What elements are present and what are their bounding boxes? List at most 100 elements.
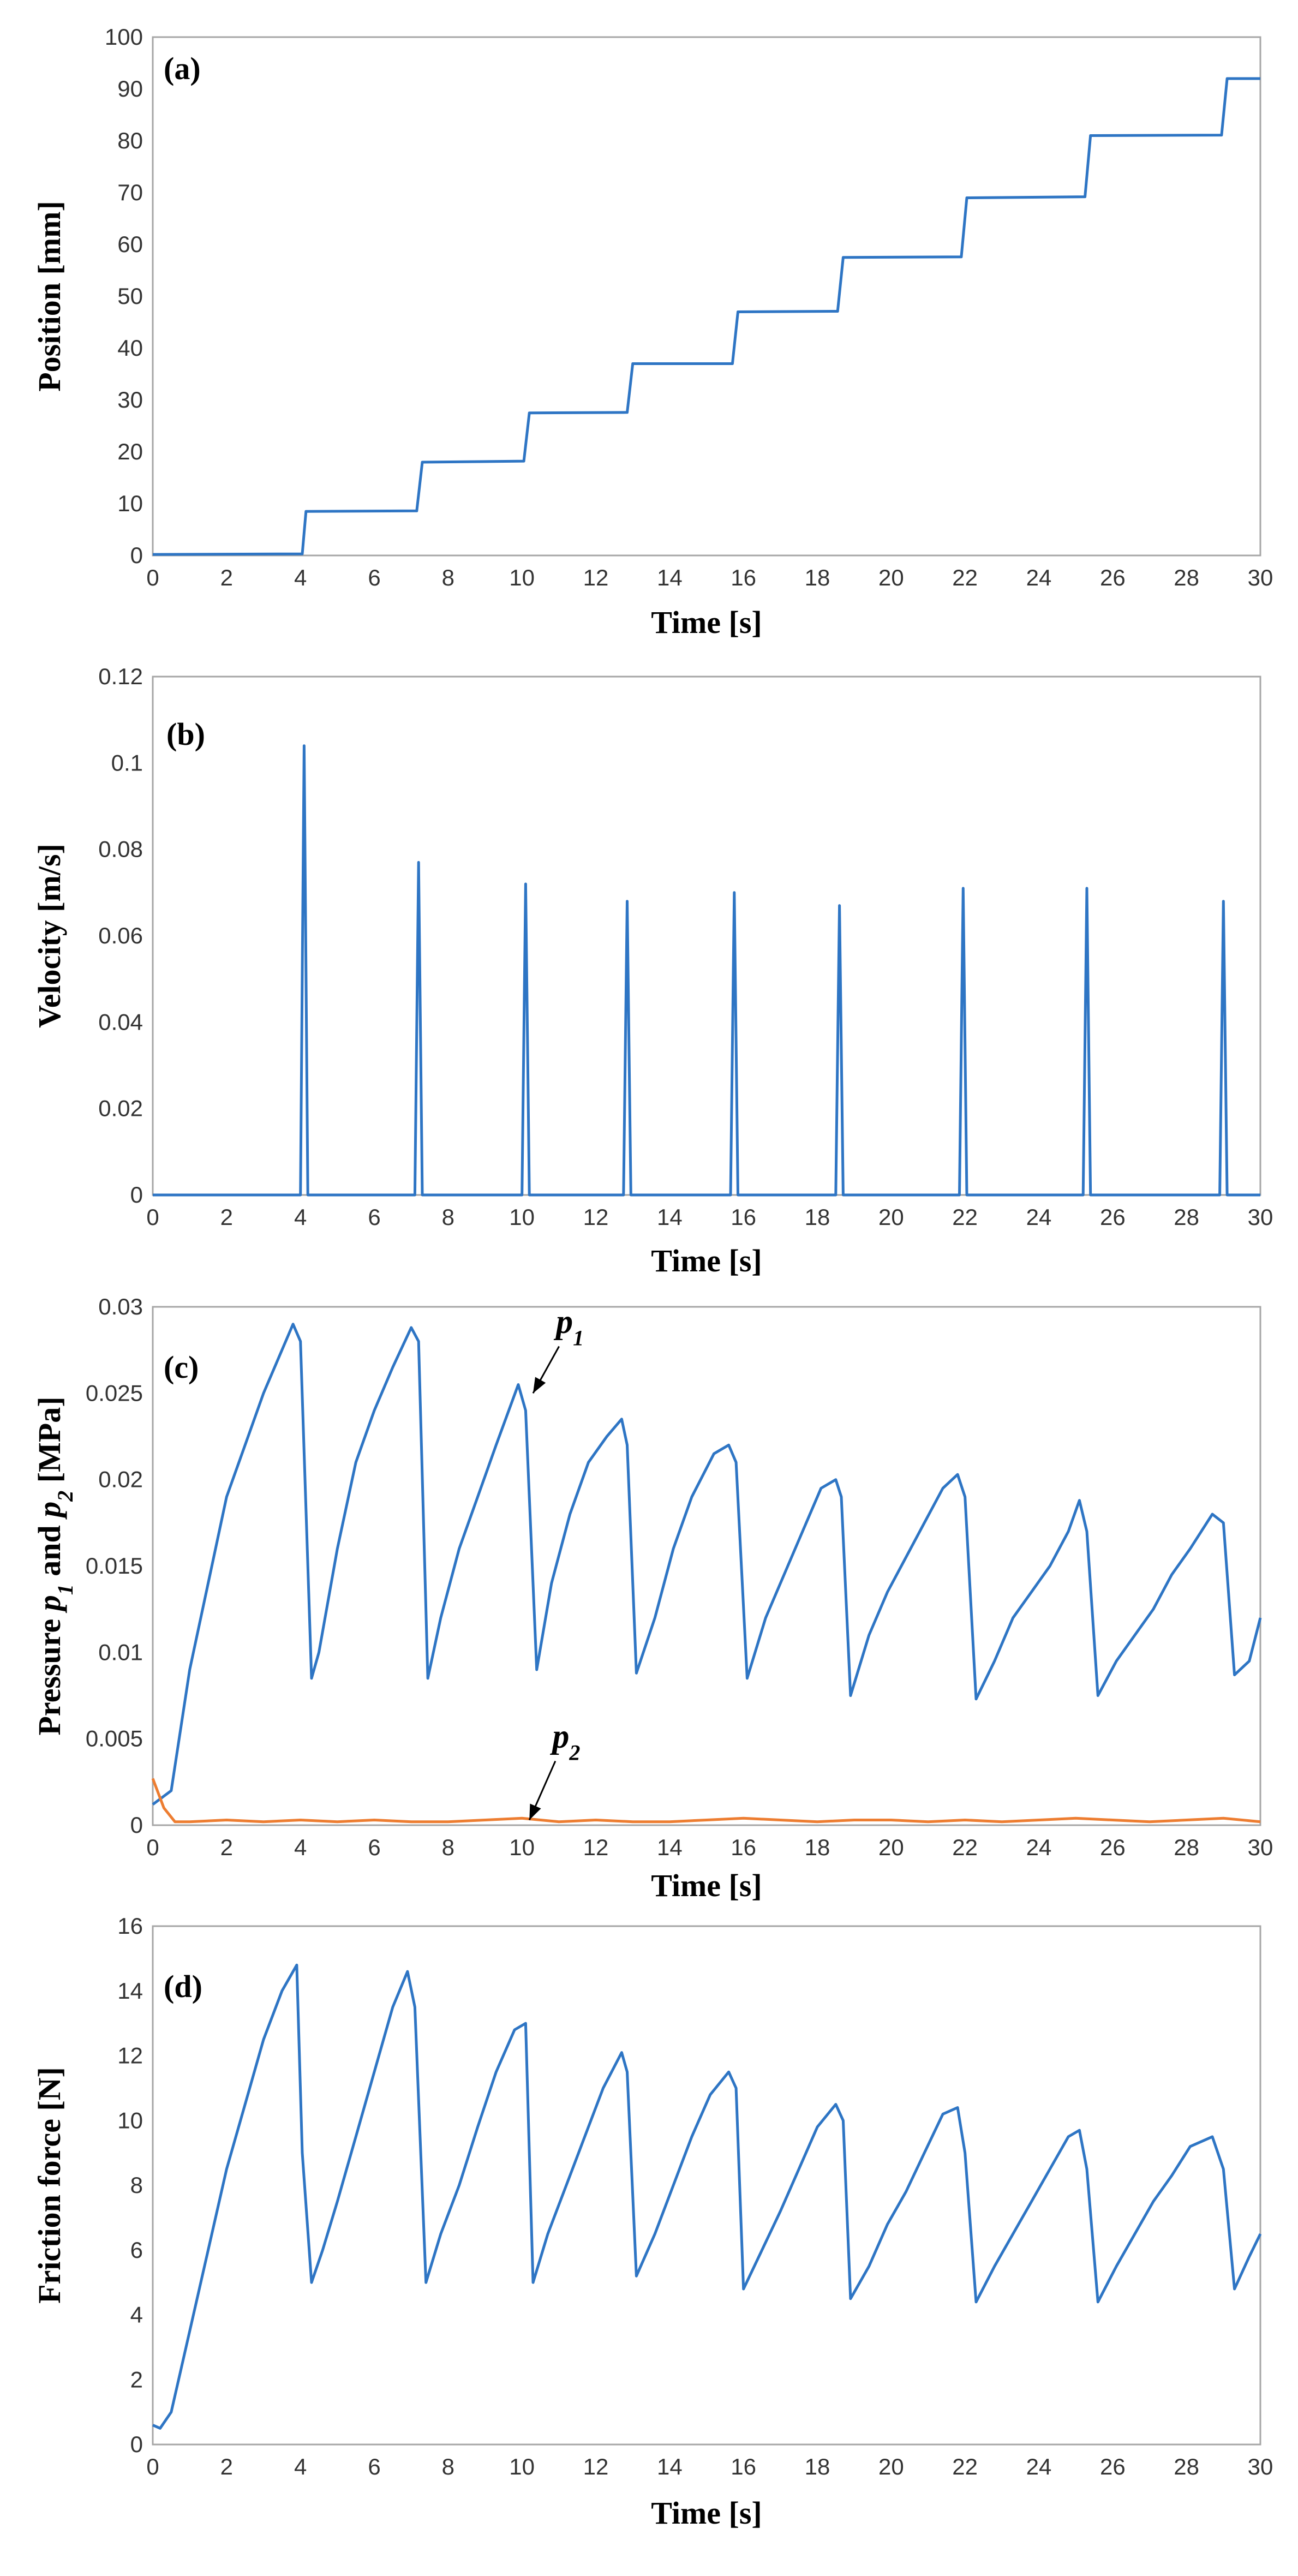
x-tick-labels: 0 2 4 6 8 10 12 14 16 18 20 22 24 26 28 30 [146,565,1273,590]
x-tick-label: 30 [1248,1204,1273,1230]
y-tick-label: 0.08 [98,836,143,862]
panel-label: (c) [164,1349,199,1385]
x-tick-label: 14 [657,1834,683,1860]
x-tick-label: 28 [1174,2454,1199,2479]
y-tick-label: 0.1 [111,750,143,775]
x-tick-label: 26 [1100,1834,1126,1860]
x-tick-label: 26 [1100,1204,1126,1230]
x-tick-labels: 0 2 4 6 8 10 12 14 16 18 20 22 24 26 28 30 [146,2454,1273,2479]
y-tick-label: 20 [117,439,143,464]
y-tick-label: 14 [117,1978,143,2004]
y-tick-labels: 0 10 20 30 40 50 60 70 80 90 100 [105,24,143,568]
x-tick-label: 18 [805,1204,830,1230]
x-axis-title: Time [s] [651,1243,762,1278]
x-tick-label: 4 [294,565,307,590]
x-tick-label: 10 [509,2454,535,2479]
x-tick-label: 10 [509,565,535,590]
plot-frame [152,676,1261,1196]
panel-label: (a) [164,51,201,86]
y-tick-label: 4 [130,2302,143,2328]
y-tick-label: 0 [130,2431,143,2457]
x-tick-label: 8 [442,2454,454,2479]
y-tick-label: 30 [117,387,143,413]
x-tick-label: 24 [1026,1834,1052,1860]
x-axis-title: Time [s] [651,605,762,640]
x-tick-label: 16 [731,565,756,590]
x-tick-label: 0 [146,1204,159,1230]
y-tick-label: 12 [117,2043,143,2069]
x-tick-label: 10 [509,1834,535,1860]
plot-frame [152,36,1261,557]
x-tick-label: 12 [583,2454,609,2479]
x-tick-label: 26 [1100,2454,1126,2479]
friction-force-line [152,1963,1262,2430]
x-tick-label: 6 [368,1204,380,1230]
x-tick-label: 16 [731,2454,756,2479]
y-tick-label: 0.12 [98,664,143,689]
x-tick-labels: 0 2 4 6 8 10 12 14 16 18 20 22 24 26 28 30 [146,1834,1273,1860]
x-tick-label: 14 [657,1204,683,1230]
x-tick-label: 16 [731,1834,756,1860]
y-title-p1-sub: 1 [53,1584,77,1595]
y-tick-label: 90 [117,76,143,101]
x-tick-label: 12 [583,1834,609,1860]
y-axis-title: Friction force [N] [32,2067,67,2304]
x-tick-label: 10 [509,1204,535,1230]
y-title-prefix: Pressure [32,1611,67,1735]
x-tick-label: 18 [805,565,830,590]
y-tick-label: 50 [117,283,143,309]
x-tick-label: 14 [657,2454,683,2479]
y-axis-title: Position [mm] [32,201,67,392]
y-tick-label: 10 [117,2107,143,2133]
y-tick-label: 0.04 [98,1009,143,1035]
x-axis-title: Time [s] [651,2495,762,2531]
x-tick-label: 4 [294,1834,307,1860]
y-tick-label: 0 [130,1182,143,1208]
y-tick-label: 0.015 [86,1553,143,1579]
y-axis-title: Pressure p1 and p2 [MPa] [32,1396,77,1735]
x-tick-label: 30 [1248,2454,1273,2479]
x-axis-title: Time [s] [651,1868,762,1903]
y-title-p2-sub: 2 [53,1491,77,1502]
x-tick-label: 14 [657,565,683,590]
x-tick-label: 26 [1100,565,1126,590]
x-tick-label: 18 [805,2454,830,2479]
y-tick-label: 8 [130,2172,143,2198]
x-tick-label: 12 [583,565,609,590]
plot-frame [152,1306,1261,1826]
y-tick-labels: 0 2 4 6 8 10 12 14 16 [117,1913,143,2457]
x-tick-label: 2 [220,2454,233,2479]
y-tick-label: 40 [117,335,143,361]
panel-b: 00.020.040.060.080.10.12 0 2 4 6 8 10 12 14 16 18… [32,664,1273,1278]
y-tick-label: 0.005 [86,1726,143,1752]
y-tick-label: 16 [117,1913,143,1939]
x-tick-label: 30 [1248,1834,1273,1860]
x-tick-label: 0 [146,1834,159,1860]
y-tick-label: 0.01 [98,1639,143,1665]
x-tick-label: 0 [146,2454,159,2479]
y-tick-label: 0 [130,1812,143,1838]
y-tick-labels: 0 0.005 0.01 0.015 0.02 0.025 0.03 [86,1294,143,1838]
y-title-p1: p [32,1595,67,1613]
y-tick-label: 0.02 [98,1467,143,1492]
x-tick-label: 6 [368,1834,380,1860]
position-line [152,77,1260,556]
x-tick-label: 2 [220,1204,233,1230]
panel-label: (b) [166,716,205,752]
x-tick-labels: 0 2 4 6 8 10 12 14 16 18 20 22 24 26 28 30 [146,1204,1273,1230]
y-tick-label: 70 [117,180,143,205]
y-title-suffix: [MPa] [32,1396,67,1490]
x-tick-label: 4 [294,2454,307,2479]
velocity-line [153,744,1260,1197]
panel-label: (d) [164,1969,202,2004]
y-tick-label: 0 [130,542,143,568]
y-tick-label: 10 [117,491,143,516]
plot-frame [152,1925,1261,2446]
x-tick-label: 18 [805,1834,830,1860]
x-tick-label: 28 [1174,1834,1199,1860]
x-tick-label: 22 [952,565,978,590]
x-tick-label: 24 [1026,1204,1052,1230]
y-tick-label: 0.06 [98,923,143,948]
